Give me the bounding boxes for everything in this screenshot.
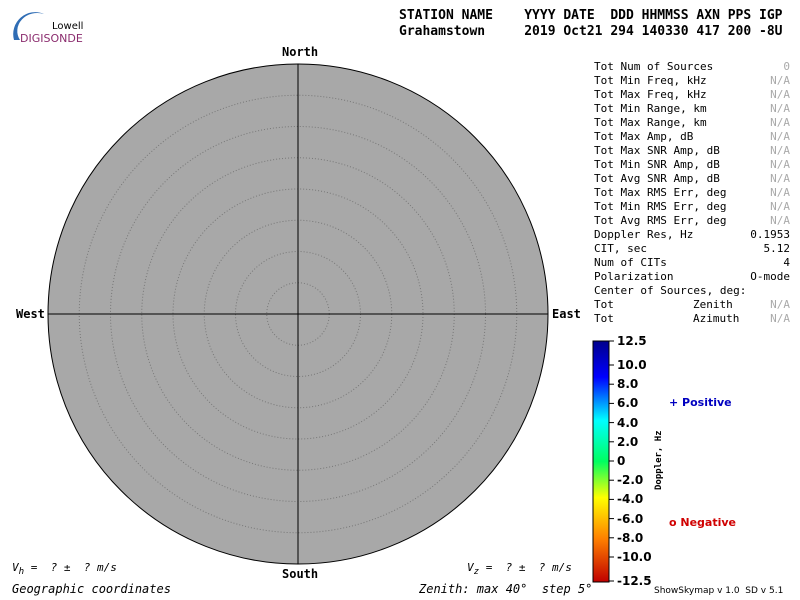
stat-value: 4 — [783, 256, 790, 269]
stat-value: N/A — [770, 74, 790, 87]
colorbar-tick-label: 6.0 — [617, 396, 639, 411]
center-heading: Center of Sources, deg: — [594, 284, 747, 297]
center-field: Zenith — [693, 298, 733, 311]
stat-label: Tot Max Range, km — [594, 116, 707, 129]
stat-label: Tot Max SNR Amp, dB — [594, 144, 720, 157]
stat-value: N/A — [770, 88, 790, 101]
logo-swoosh — [13, 12, 44, 40]
stat-label: Tot Min RMS Err, deg — [594, 200, 727, 213]
stat-label: Tot Num of Sources — [594, 60, 714, 73]
stat-label: CIT, sec — [594, 242, 647, 255]
colorbar — [592, 340, 610, 583]
stat-label: Tot Min Freq, kHz — [594, 74, 707, 87]
center-label: Tot — [594, 298, 614, 311]
logo-bottom: DIGISONDE — [20, 32, 83, 45]
sky-plot — [47, 63, 549, 565]
vh-symbol: V — [12, 561, 19, 574]
stat-value: N/A — [770, 186, 790, 199]
stat-value: N/A — [770, 102, 790, 115]
stat-label: Tot Max RMS Err, deg — [594, 186, 727, 199]
vh: Vh = ? ± ? m/s — [12, 561, 117, 579]
colorbar-tick-label: 4.0 — [617, 415, 639, 430]
colorbar-title: Doppler, Hz — [654, 430, 664, 490]
center-value: N/A — [770, 298, 790, 311]
stat-value: N/A — [770, 158, 790, 171]
colorbar-tick-label: -8.0 — [617, 530, 644, 545]
stat-value: N/A — [770, 130, 790, 143]
west-label: West — [16, 307, 45, 321]
zenith-info: Zenith: max 40° step 5° — [419, 582, 593, 596]
colorbar-tick-label: 10.0 — [617, 358, 647, 372]
header-labels: STATION NAME YYYY DATE DDD HHMMSS AXN PP… — [399, 8, 783, 23]
stat-value: 0 — [783, 60, 790, 73]
version: ShowSkymap v 1.0 SD v 5.1 — [654, 586, 784, 596]
stat-value: N/A — [770, 200, 790, 213]
positive-legend: + Positive — [669, 396, 732, 409]
vz-symbol: V — [467, 561, 474, 574]
stat-label: Tot Max Freq, kHz — [594, 88, 707, 101]
north-label: North — [282, 45, 319, 59]
center-label: Tot — [594, 312, 614, 325]
stat-value: O-mode — [750, 270, 790, 283]
stat-label: Doppler Res, Hz — [594, 228, 694, 241]
center-field: Azimuth — [693, 312, 740, 325]
colorbar-ticks — [609, 340, 614, 582]
stat-value: N/A — [770, 116, 790, 129]
stat-value: N/A — [770, 172, 790, 185]
negative-legend: o Negative — [669, 516, 737, 529]
stat-label: Tot Max Amp, dB — [594, 130, 694, 143]
colorbar-tick-label: -2.0 — [617, 473, 644, 488]
stat-value: N/A — [770, 144, 790, 157]
vz: Vz = ? ± ? m/s — [467, 561, 572, 579]
stat-label: Num of CITs — [594, 256, 667, 269]
stat-value: N/A — [770, 214, 790, 227]
stat-label: Tot Avg SNR Amp, dB — [594, 172, 720, 185]
colorbar-tick-label: -12.5 — [617, 574, 652, 588]
vz-sub: z — [473, 566, 480, 578]
stat-value: 5.12 — [763, 242, 791, 255]
colorbar-tick-label: -6.0 — [617, 511, 644, 526]
colorbar-tick-label: 0 — [617, 454, 626, 468]
coords: Geographic coordinates — [12, 582, 171, 596]
center-value: N/A — [770, 312, 790, 325]
colorbar-tick-label: -10.0 — [617, 550, 652, 564]
vh-sub: h — [18, 566, 25, 578]
stat-label: Tot Avg RMS Err, deg — [594, 214, 727, 227]
vh-text: = ? ± ? m/s — [30, 561, 117, 574]
stat-value: 0.1953 — [750, 228, 790, 241]
east-label: East — [552, 307, 581, 321]
colorbar-tick-label: -4.0 — [617, 492, 644, 507]
stat-label: Polarization — [594, 270, 674, 283]
stat-label: Tot Min Range, km — [594, 102, 707, 115]
header-values: Grahamstown 2019 Oct21 294 140330 417 20… — [399, 24, 783, 39]
logo-top: Lowell — [52, 21, 84, 32]
colorbar-tick-label: 8.0 — [617, 377, 639, 392]
stat-label: Tot Min SNR Amp, dB — [594, 158, 720, 171]
colorbar-tick-label: 12.5 — [617, 334, 647, 348]
south-label: South — [282, 567, 319, 581]
vz-text: = ? ± ? m/s — [485, 561, 572, 574]
colorbar-tick-label: 2.0 — [617, 434, 639, 449]
